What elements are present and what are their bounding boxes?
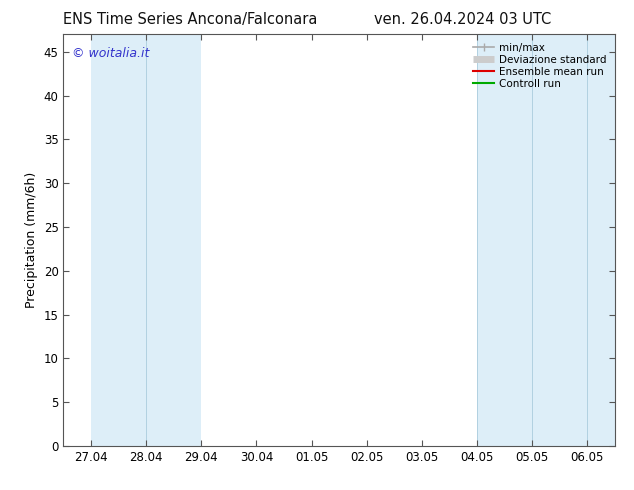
Text: ENS Time Series Ancona/Falconara: ENS Time Series Ancona/Falconara xyxy=(63,12,318,27)
Bar xyxy=(533,34,588,446)
Text: © woitalia.it: © woitalia.it xyxy=(72,47,149,60)
Text: ven. 26.04.2024 03 UTC: ven. 26.04.2024 03 UTC xyxy=(374,12,552,27)
Bar xyxy=(588,34,615,446)
Bar xyxy=(91,34,146,446)
Bar xyxy=(477,34,533,446)
Legend: min/max, Deviazione standard, Ensemble mean run, Controll run: min/max, Deviazione standard, Ensemble m… xyxy=(470,40,610,92)
Y-axis label: Precipitation (mm/6h): Precipitation (mm/6h) xyxy=(25,172,38,308)
Bar xyxy=(146,34,202,446)
